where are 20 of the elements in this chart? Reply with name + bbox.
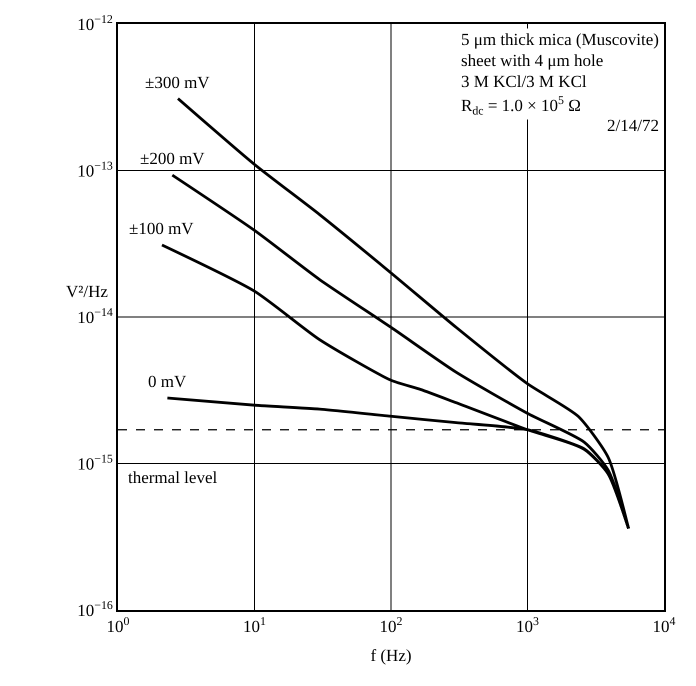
annotation: sheet with 4 μm hole [461,51,604,70]
annotation: 2/14/72 [607,116,659,135]
annotation: R$_{dc}$ = 1.0 × 10$^{5}$ Ω [461,93,581,118]
y-axis-title: V²/Hz [66,282,108,301]
y-tick-label: 10$^{−14}$ [77,304,113,327]
x-tick-label: 10$^{4}$ [652,614,676,636]
ref-line-label: thermal level [128,468,218,487]
annotation: 5 μm thick mica (Muscovite) [461,30,659,49]
series-label: ±200 mV [140,149,206,168]
y-tick-label: 10$^{−12}$ [77,12,113,34]
x-tick-label: 10$^{2}$ [380,614,403,636]
y-tick-label: 10$^{−15}$ [77,451,113,474]
x-tick-label: 10$^{1}$ [243,614,266,636]
y-tick-label: 10$^{−13}$ [77,158,113,180]
annotation: 3 M KCl/3 M KCl [461,72,587,91]
series-label: ±300 mV [145,73,210,92]
series-label: 0 mV [148,372,187,391]
series-label: ±100 mV [129,219,194,238]
x-tick-label: 10$^{3}$ [516,614,540,636]
x-axis-title: f (Hz) [370,646,412,666]
